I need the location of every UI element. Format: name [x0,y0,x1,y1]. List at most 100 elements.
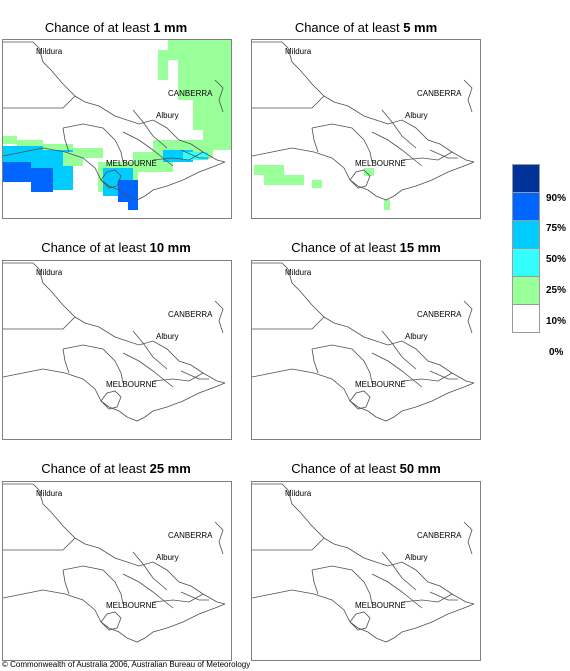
map-panel-25mm: Mildura CANBERRA Albury MELBOURNE [2,481,232,661]
boundary-line [291,368,475,422]
boundary-line [62,127,70,153]
boundary-line [100,390,122,410]
boundary-line [311,348,319,374]
rainfall-probability-cell [73,148,103,158]
boundary-line [252,483,475,605]
victoria-map-outline [3,262,226,422]
boundary-line [214,521,224,555]
map-panel-1mm: Mildura CANBERRA Albury MELBOURNE [2,39,232,219]
boundary-line [132,109,168,149]
rainfall-probability-cell [128,190,138,210]
boundary-line [429,591,458,601]
boundary-line [291,589,475,643]
boundary-line [463,521,473,555]
boundary-line [349,611,371,631]
boundary-line [252,316,325,330]
boundary-line [180,370,209,380]
map-panel-15mm: Mildura CANBERRA Albury MELBOURNE [251,260,481,440]
panel-title-10mm: Chance of at least 10 mm [41,240,191,255]
panel-title-5mm: Chance of at least 5 mm [294,20,438,35]
city-label-canberra: CANBERRA [168,89,213,98]
rainfall-probability-cell [264,175,304,185]
city-label-albury: Albury [156,111,179,120]
city-label-mildura: Mildura [285,47,312,56]
boundary-line [291,147,475,201]
victoria-map-outline [252,483,475,643]
city-label-albury: Albury [405,553,428,562]
map-panel-10mm: Mildura CANBERRA Albury MELBOURNE [2,260,232,440]
boundary-line [463,79,473,113]
boundary-line [3,483,226,605]
legend-swatch-50 [512,220,540,249]
rainfall-probability-cell [312,180,322,188]
boundary-line [214,300,224,334]
boundary-line [401,593,453,603]
boundary-line [3,316,76,330]
boundary-line [429,370,458,380]
legend-swatch-10 [512,276,540,305]
boundary-line [132,551,168,591]
panel-title-50mm: Chance of at least 50 mm [291,461,441,476]
boundary-line [401,151,453,161]
victoria-map-outline [3,483,226,643]
boundary-line [252,95,325,109]
city-label-albury: Albury [405,111,428,120]
rainfall-probability-cell [63,152,83,166]
rainfall-probability-cell [193,100,231,130]
rainfall-probability-cell [158,50,168,80]
legend-swatch-90 [512,164,540,193]
boundary-line [180,591,209,601]
boundary-line [371,573,423,609]
city-label-canberra: CANBERRA [168,310,213,319]
boundary-line [3,95,76,109]
boundary-line [62,569,70,595]
boundary-line [42,589,226,643]
city-label-mildura: Mildura [285,489,312,498]
boundary-line [429,149,458,159]
boundary-line [311,569,319,595]
legend-label-10: 10% [546,316,567,327]
panel-title-1mm: Chance of at least 1 mm [44,20,188,35]
rainfall-probability-cell [384,200,390,210]
boundary-line [42,147,226,201]
boundary-line [152,593,204,603]
boundary-line [62,344,124,384]
city-label-mildura: Mildura [285,268,312,277]
boundary-line [62,565,124,605]
city-label-canberra: CANBERRA [417,310,462,319]
boundary-line [100,611,122,631]
rainfall-probability-cell [43,144,73,150]
panel-title-25mm: Chance of at least 25 mm [41,461,191,476]
boundary-line [463,300,473,334]
boundary-line [122,131,174,167]
map-panel-5mm: Mildura CANBERRA Albury MELBOURNE [251,39,481,219]
boundary-line [381,551,417,591]
city-label-albury: Albury [405,332,428,341]
boundary-line [122,573,174,609]
legend-label-75: 75% [546,223,567,234]
boundary-line [3,537,76,551]
city-label-canberra: CANBERRA [417,89,462,98]
legend-label-50: 50% [546,254,567,265]
boundary-line [152,372,204,382]
rainfall-probability-cell [168,40,231,60]
victoria-map-outline [3,40,231,210]
boundary-line [62,123,124,163]
boundary-line [62,348,70,374]
rainfall-probability-cell [17,140,43,148]
boundary-line [252,589,293,599]
city-label-mildura: Mildura [36,47,63,56]
city-label-albury: Albury [156,553,179,562]
boundary-line [252,41,475,163]
city-label-mildura: Mildura [36,489,63,498]
boundary-line [252,262,475,384]
boundary-line [214,79,224,113]
probability-legend [512,164,540,333]
boundary-line [100,169,122,189]
legend-label-25: 25% [546,285,567,296]
boundary-line [311,565,373,605]
boundary-line [3,41,226,163]
boundary-line [349,390,371,410]
legend-label-90: 90% [546,193,567,204]
city-label-melbourne: MELBOURNE [355,601,406,610]
